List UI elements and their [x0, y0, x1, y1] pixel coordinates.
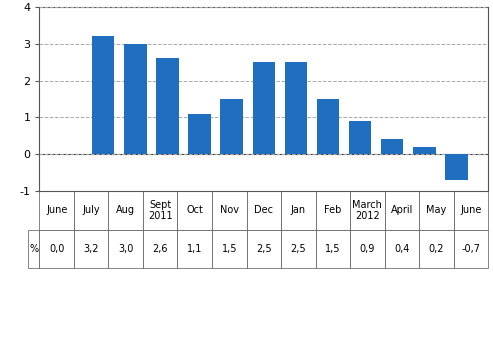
Bar	[220, 99, 243, 154]
Bar	[381, 140, 403, 154]
Bar	[124, 44, 146, 154]
Bar	[445, 154, 468, 180]
Bar	[252, 62, 275, 154]
Bar	[413, 147, 435, 154]
Bar	[284, 62, 307, 154]
Bar	[349, 121, 371, 154]
Bar	[188, 114, 211, 154]
Bar	[317, 99, 339, 154]
Bar	[92, 37, 114, 154]
Bar	[156, 58, 178, 154]
